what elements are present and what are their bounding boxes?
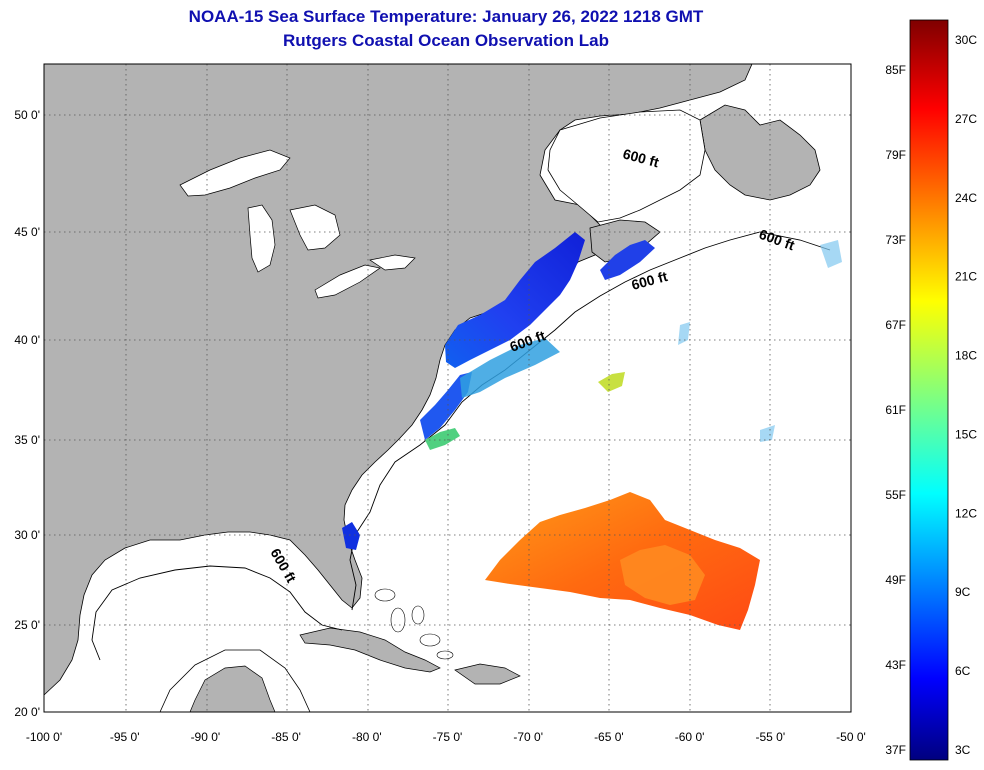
- celsius-label: 9C: [955, 585, 971, 599]
- lake-erie: [314, 264, 381, 299]
- lake-huron: [289, 204, 341, 251]
- colorbar-fahrenheit-labels: 37F 43F 49F 55F 61F 67F 73F 79F 85F: [885, 63, 906, 757]
- sst-data: [342, 232, 842, 630]
- lon-label: -90 0': [191, 730, 221, 744]
- land-cuba: [299, 627, 441, 673]
- sst-teal-scatter: [460, 338, 560, 398]
- sst-yellow-patch: [598, 372, 625, 392]
- lat-label: 40 0': [14, 333, 40, 347]
- sst-cold-gulf-maine: [600, 240, 655, 280]
- lon-label: -100 0': [26, 730, 62, 744]
- fahrenheit-label: 79F: [885, 148, 906, 162]
- celsius-label: 27C: [955, 112, 977, 126]
- sst-cold-midatlantic: [420, 372, 472, 440]
- fahrenheit-label: 73F: [885, 233, 906, 247]
- fahrenheit-label: 37F: [885, 743, 906, 757]
- lake-superior: [179, 149, 291, 197]
- lon-label: -80 0': [352, 730, 382, 744]
- lake-ontario: [369, 254, 416, 271]
- lon-label: -50 0': [836, 730, 866, 744]
- fahrenheit-label: 67F: [885, 318, 906, 332]
- sst-cold-shelf: [445, 232, 585, 368]
- lon-label: -95 0': [110, 730, 140, 744]
- fahrenheit-label: 85F: [885, 63, 906, 77]
- graticule: [44, 64, 851, 712]
- sst-florida-blue: [342, 522, 360, 550]
- lat-label: 35 0': [14, 433, 40, 447]
- colorbar: [909, 19, 949, 761]
- map-subtitle: Rutgers Coastal Ocean Observation Lab: [283, 31, 609, 50]
- lon-label: -75 0': [433, 730, 463, 744]
- sst-scatter-east: [678, 240, 842, 442]
- lon-label: -85 0': [271, 730, 301, 744]
- colorbar-celsius-labels: 3C 6C 9C 12C 15C 18C 21C 24C 27C 30C: [955, 33, 977, 757]
- lat-label: 45 0': [14, 225, 40, 239]
- sst-green-patch: [425, 428, 460, 450]
- land-bahamas: [374, 588, 454, 660]
- map-title: NOAA-15 Sea Surface Temperature: January…: [188, 7, 704, 26]
- lake-michigan: [247, 204, 276, 273]
- celsius-label: 15C: [955, 427, 977, 441]
- lat-label: 30 0': [14, 528, 40, 542]
- lon-label: -55 0': [755, 730, 785, 744]
- fahrenheit-label: 49F: [885, 573, 906, 587]
- celsius-label: 24C: [955, 191, 977, 205]
- lon-label: -65 0': [594, 730, 624, 744]
- land-yucatan: [189, 665, 276, 712]
- celsius-label: 3C: [955, 743, 971, 757]
- fahrenheit-label: 55F: [885, 488, 906, 502]
- land-north-america: [44, 64, 753, 696]
- latitude-axis: 50 0' 45 0' 40 0' 35 0' 30 0' 25 0' 20 0': [14, 108, 40, 719]
- land-newfoundland: [699, 104, 821, 201]
- lat-label: 25 0': [14, 618, 40, 632]
- gulf-st-lawrence: [547, 109, 706, 223]
- celsius-label: 30C: [955, 33, 977, 47]
- lat-label: 20 0': [14, 705, 40, 719]
- fahrenheit-label: 43F: [885, 658, 906, 672]
- celsius-label: 6C: [955, 664, 971, 678]
- celsius-label: 12C: [955, 506, 977, 520]
- sst-warm-speckle: [620, 545, 705, 605]
- fahrenheit-label: 61F: [885, 403, 906, 417]
- depth-contour-gulf: [159, 649, 311, 712]
- celsius-label: 21C: [955, 270, 977, 284]
- lat-label: 50 0': [14, 108, 40, 122]
- lon-label: -70 0': [513, 730, 543, 744]
- celsius-label: 18C: [955, 349, 977, 363]
- land-hispaniola: [454, 663, 521, 685]
- lon-label: -60 0': [675, 730, 705, 744]
- longitude-axis: -100 0' -95 0' -90 0' -85 0' -80 0' -75 0' -70…: [26, 730, 866, 744]
